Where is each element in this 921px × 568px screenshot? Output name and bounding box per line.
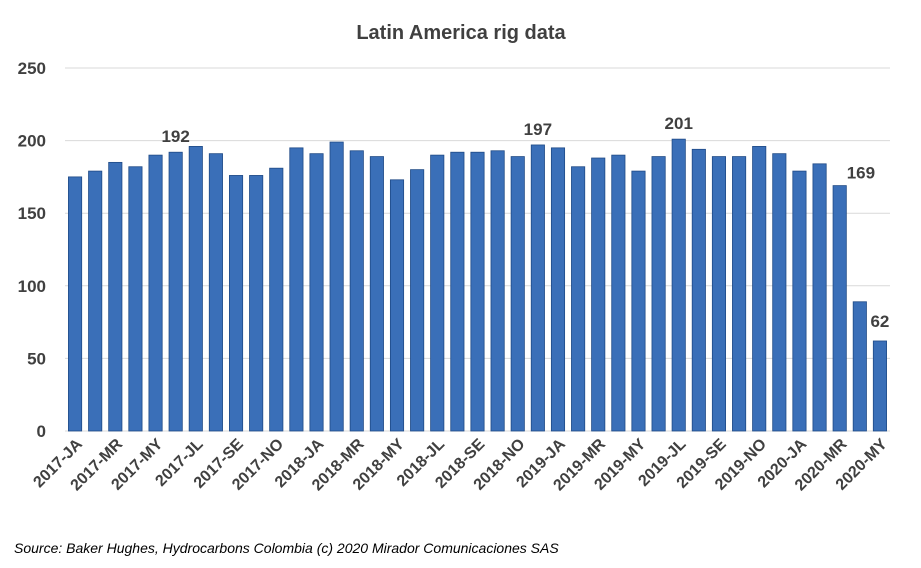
data-label: 62 — [870, 312, 889, 331]
bar — [168, 151, 183, 432]
data-label: 197 — [524, 120, 552, 139]
bar — [611, 154, 626, 432]
bar — [369, 156, 384, 432]
bar — [752, 146, 767, 432]
bar — [269, 167, 284, 432]
bar — [208, 153, 223, 432]
source-note: Source: Baker Hughes, Hydrocarbons Colom… — [14, 540, 559, 556]
bar — [591, 157, 606, 432]
bar — [249, 175, 264, 432]
data-label: 169 — [847, 164, 875, 183]
bar — [711, 156, 727, 432]
y-tick-label: 100 — [18, 277, 46, 296]
y-tick-label: 0 — [37, 422, 46, 441]
x-axis-ticks: 2017-JA2017-MR2017-MY2017-JL2017-SE2017-… — [30, 435, 891, 494]
bar — [852, 301, 867, 432]
data-labels: 192 197 201 169 62 — [161, 114, 889, 331]
bar — [349, 150, 364, 432]
data-label: 192 — [161, 127, 189, 146]
bar — [389, 179, 405, 432]
bar — [872, 340, 887, 432]
bar — [108, 161, 123, 432]
y-tick-label: 50 — [27, 349, 46, 368]
bar — [530, 144, 545, 432]
bars — [68, 138, 887, 432]
y-tick-label: 150 — [18, 204, 46, 223]
bar — [450, 151, 465, 432]
data-label: 201 — [665, 114, 693, 133]
chart-title: Latin America rig data — [356, 22, 566, 44]
bar — [309, 153, 324, 432]
bar — [148, 154, 163, 432]
y-axis-ticks: 0 50 100 150 200 250 — [18, 59, 46, 441]
bar — [691, 148, 706, 432]
bar — [812, 163, 827, 432]
bar — [329, 141, 344, 432]
bar — [510, 156, 525, 432]
bar — [188, 146, 203, 432]
y-tick-label: 200 — [18, 132, 46, 151]
bar — [792, 170, 807, 432]
bar — [289, 147, 304, 432]
bar — [550, 147, 566, 432]
bar — [490, 150, 505, 432]
bar — [772, 153, 787, 432]
bar — [128, 166, 143, 432]
bar — [470, 151, 485, 432]
bar — [631, 170, 646, 432]
bar — [88, 170, 103, 432]
bar — [430, 154, 445, 432]
bar — [68, 176, 83, 432]
bar — [651, 156, 666, 432]
bar — [732, 156, 747, 432]
bar — [832, 185, 847, 432]
bar — [571, 166, 586, 432]
bar — [671, 138, 686, 432]
bar — [410, 169, 425, 432]
y-tick-label: 250 — [18, 59, 46, 78]
bar — [228, 175, 244, 432]
